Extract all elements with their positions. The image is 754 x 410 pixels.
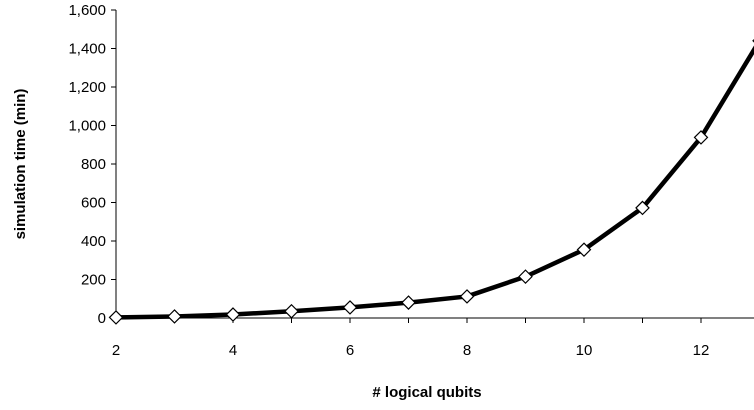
y-axis: 0 200 400 600 800 1,000 1,200 1,400 1,600 (68, 2, 117, 327)
data-point-marker (518, 269, 533, 284)
x-tick-label: 12 (693, 342, 710, 359)
data-point-marker (459, 289, 475, 304)
y-axis-title: simulation time (min) (12, 89, 29, 240)
data-point-marker (576, 242, 592, 258)
data-point-marker (635, 200, 650, 216)
series-line (115, 45, 754, 320)
series-layer (108, 38, 754, 325)
data-point-marker (401, 295, 416, 310)
data-point-marker (284, 303, 299, 319)
data-point-marker (225, 307, 241, 322)
data-point-marker (167, 309, 182, 324)
y-tick-label: 800 (81, 156, 106, 173)
x-tick-label: 8 (463, 342, 471, 359)
data-point-marker (342, 300, 358, 315)
y-tick-label: 1,000 (68, 118, 106, 135)
data-point-marker (693, 130, 709, 145)
x-tick-label: 10 (576, 342, 593, 359)
x-tick-label: 2 (112, 342, 120, 359)
x-axis: 2 4 6 8 10 12 (112, 317, 754, 359)
x-tick-label: 6 (346, 342, 354, 359)
y-tick-label: 1,400 (68, 41, 106, 58)
data-point-marker (108, 310, 124, 325)
y-tick-label: 400 (81, 233, 106, 250)
x-tick-label: 4 (229, 342, 237, 359)
y-tick-label: 600 (81, 195, 106, 212)
x-axis-title: # logical qubits (372, 384, 481, 401)
y-tick-label: 1,200 (68, 79, 106, 96)
y-tick-label: 0 (98, 310, 106, 327)
y-tick-label: 200 (81, 272, 106, 289)
y-tick-label: 1,600 (68, 2, 106, 19)
